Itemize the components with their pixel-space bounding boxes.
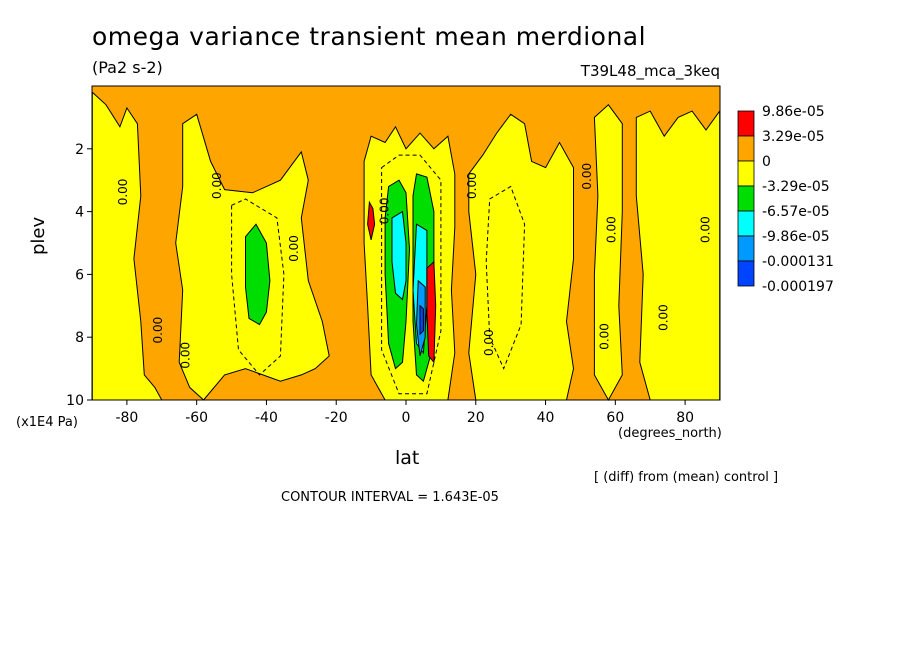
contour-line-dashed-south (231, 198, 285, 376)
contour-label: 0.00 (465, 172, 479, 199)
legend-label: -0.000197 (762, 279, 834, 295)
legend-swatch (737, 160, 755, 187)
contour-label: 0.00 (378, 197, 392, 224)
y-tick-label: 10 (66, 393, 84, 409)
x-tick-label: -40 (255, 410, 278, 426)
x-axis-units: (degrees_north) (618, 426, 722, 441)
legend-label: 9.86e-05 (762, 104, 825, 120)
contour-fill-blue (419, 304, 424, 336)
legend-swatch (737, 135, 755, 162)
contour-fill-red-north (426, 260, 437, 364)
contour-fill-yellow-north-b (593, 104, 623, 402)
contour-fill-yellow-north-a (468, 113, 575, 401)
contour-label: 0.00 (580, 163, 594, 190)
y-tick-label: 8 (75, 330, 84, 346)
x-tick-label: 60 (606, 410, 624, 426)
chart-title: omega variance transient mean merdional (92, 22, 647, 51)
y-axis-units: (x1E4 Pa) (16, 415, 78, 430)
legend-label: -0.000131 (762, 254, 834, 270)
x-tick-label: 0 (402, 410, 411, 426)
legend-label: -3.29e-05 (762, 179, 830, 195)
contour-label: 0.00 (151, 317, 165, 344)
legend-swatch (737, 235, 755, 262)
legend-label: -9.86e-05 (762, 229, 830, 245)
contour-fill-cyan (391, 210, 407, 301)
contour-label: 0.00 (604, 216, 618, 243)
contour-line-dashed-north (485, 185, 526, 370)
contour-label: 0.00 (179, 342, 193, 369)
x-tick-label: -20 (325, 410, 348, 426)
y-tick-label: 6 (75, 267, 84, 283)
x-tick-label: -80 (115, 410, 138, 426)
contour-label: 0.00 (482, 329, 496, 356)
contour-fill-red-south (367, 200, 376, 241)
contour-label: 0.00 (597, 323, 611, 350)
x-tick-label: -60 (185, 410, 208, 426)
contour-label: 0.00 (657, 304, 671, 331)
chart-units: (Pa2 s-2) (92, 58, 163, 77)
contour-label: 0.00 (287, 235, 301, 262)
x-tick-label: 40 (537, 410, 555, 426)
contour-fill-yellow-equator (363, 125, 456, 401)
legend-label: 3.29e-05 (762, 129, 825, 145)
y-tick-label: 4 (75, 205, 84, 221)
contour-label: 0.00 (116, 179, 130, 206)
experiment-label: T39L48_mca_3keq (580, 62, 720, 80)
legend-swatch (737, 210, 755, 237)
diff-note: [ (diff) from (mean) control ] (594, 470, 779, 485)
x-tick-label: 20 (467, 410, 485, 426)
legend-swatch (737, 185, 755, 212)
contour-line-dashed-equator (381, 154, 442, 395)
contour-label: 0.00 (699, 216, 713, 243)
contour-fill-green-south (245, 223, 271, 326)
contour-interval: CONTOUR INTERVAL = 1.643E-05 (281, 490, 499, 505)
contour-label: 0.00 (210, 172, 224, 199)
contour-fill-yellow-north-c (635, 109, 721, 401)
x-axis-label: lat (395, 447, 420, 469)
y-tick-label: 2 (75, 142, 84, 158)
legend-label: 0 (762, 154, 771, 170)
legend-label: -6.57e-05 (762, 204, 830, 220)
legend-swatch (737, 260, 755, 287)
legend-swatch (737, 110, 755, 137)
x-tick-label: 80 (676, 410, 694, 426)
